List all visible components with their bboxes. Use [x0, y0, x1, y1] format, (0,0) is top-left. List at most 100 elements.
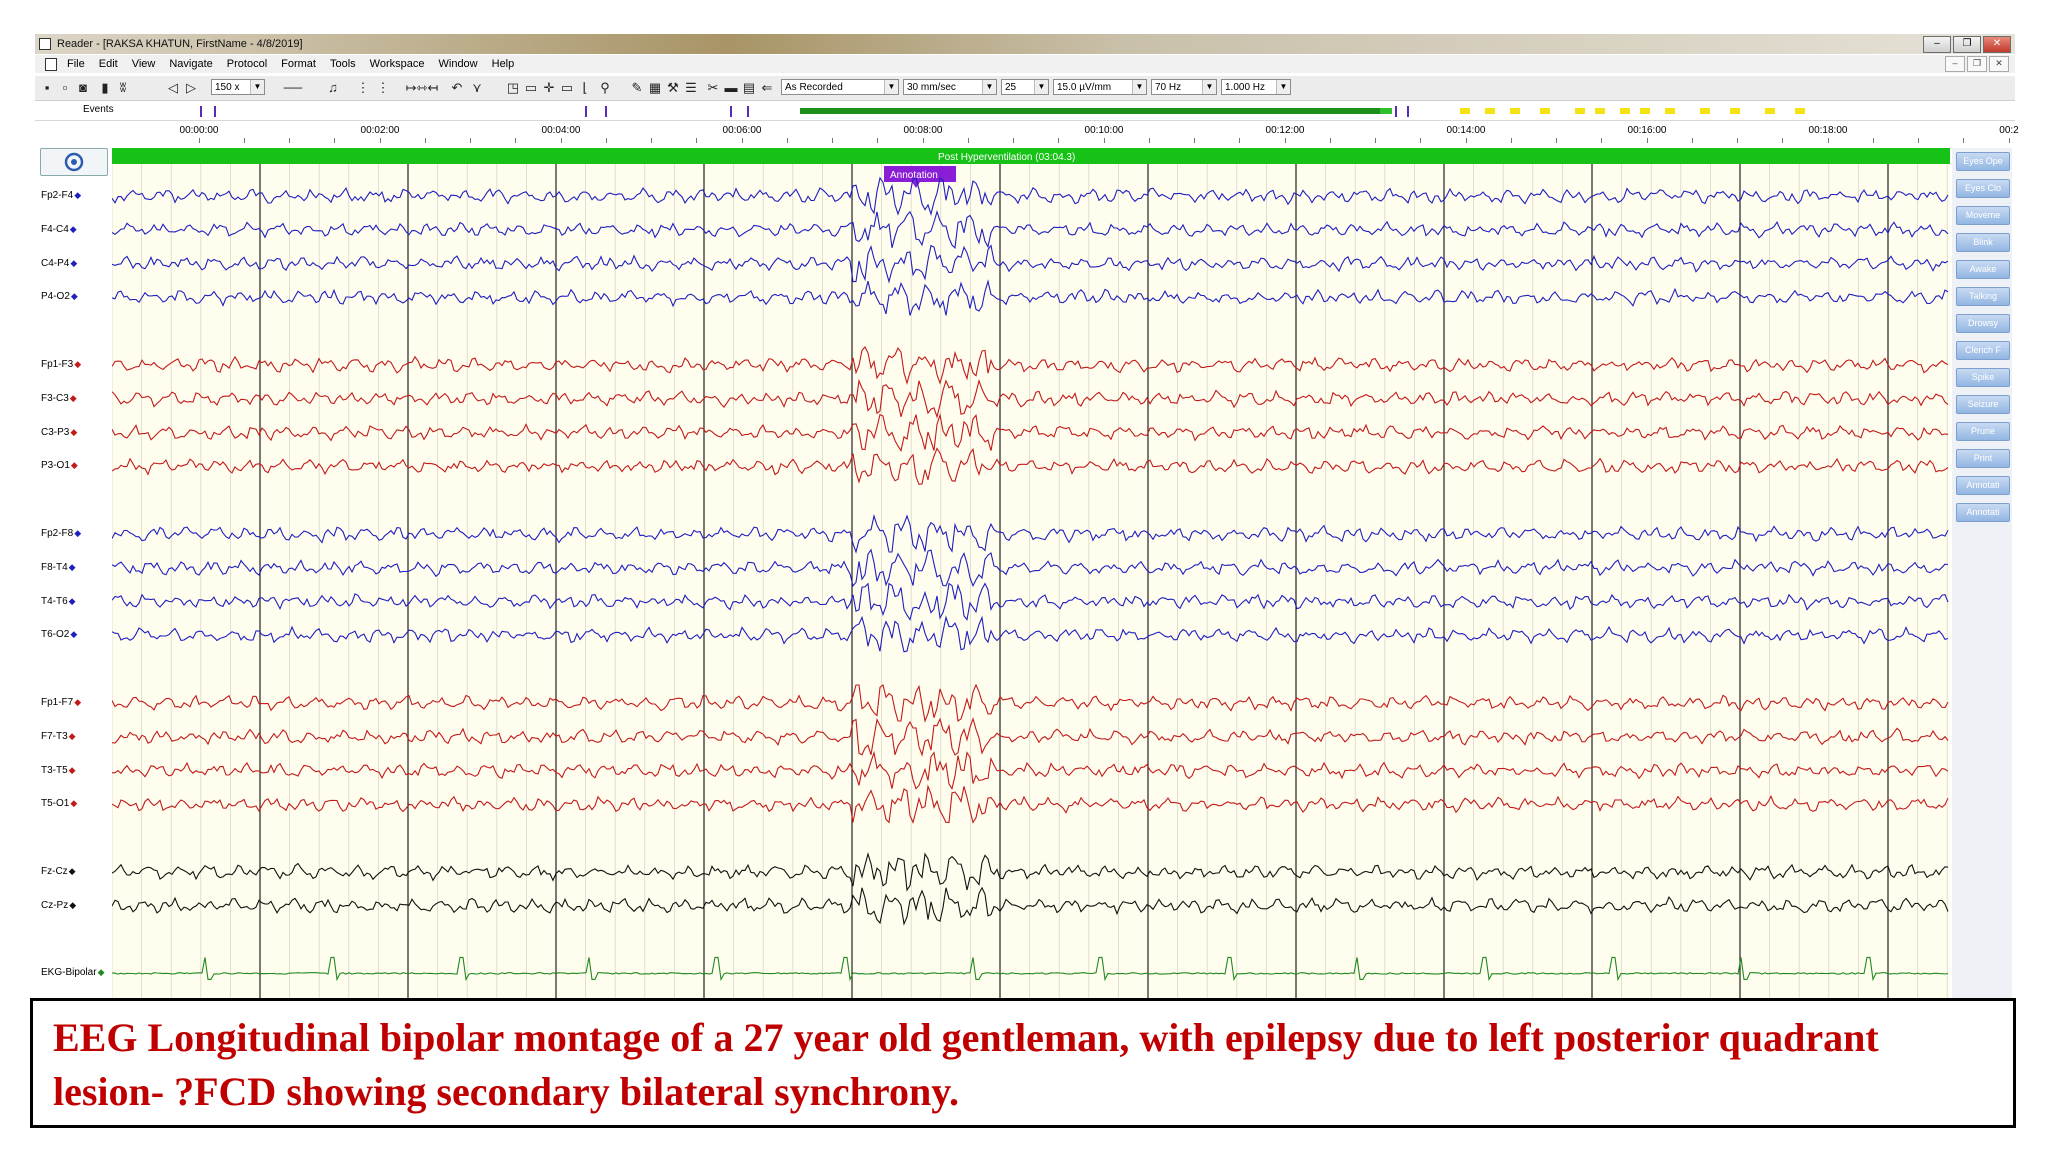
- channel-label-f4-c4[interactable]: F4-C4◆: [41, 224, 77, 235]
- event-button[interactable]: Moveme: [1956, 206, 2010, 225]
- page-back-icon[interactable]: ◁: [168, 79, 178, 95]
- event-button[interactable]: Drowsy: [1956, 314, 2010, 333]
- channel-label-f8-t4[interactable]: F8-T4◆: [41, 562, 76, 573]
- camera-icon[interactable]: ◙: [79, 80, 87, 95]
- mdi-controls: – ❐ ✕: [1945, 56, 2009, 72]
- channel-label-t3-t5[interactable]: T3-T5◆: [41, 765, 76, 776]
- save-icon[interactable]: ▪: [44, 80, 50, 95]
- scissors-icon[interactable]: ✂: [707, 79, 719, 95]
- region-icon[interactable]: ◳: [506, 79, 520, 95]
- channel-label-c4-p4[interactable]: C4-P4◆: [41, 258, 77, 269]
- channel-label-t5-o1[interactable]: T5-O1◆: [41, 798, 77, 809]
- high-filter-select[interactable]: 70 Hz ▼: [1151, 79, 1217, 95]
- menu-item-edit[interactable]: Edit: [98, 58, 118, 70]
- time-tick-mark: [1873, 138, 1874, 143]
- rectangle-icon[interactable]: ▭: [524, 79, 538, 95]
- channel-label-text: T4-T6: [41, 595, 68, 607]
- eeg-trace-area[interactable]: Post Hyperventilation (03:04.3) Annotati…: [112, 148, 1950, 998]
- montage-button[interactable]: [40, 148, 108, 176]
- mdi-minimize-button[interactable]: –: [1945, 56, 1965, 72]
- menu-item-window[interactable]: Window: [438, 58, 478, 70]
- close-button[interactable]: ✕: [1983, 36, 2011, 53]
- event-button[interactable]: Clench F: [1956, 341, 2010, 360]
- vertical-cursor-2-icon[interactable]: ⋮: [376, 79, 390, 95]
- event-button[interactable]: Talking: [1956, 287, 2010, 306]
- low-filter-select[interactable]: 1.000 Hz ▼: [1221, 79, 1291, 95]
- menu-item-format[interactable]: Format: [281, 58, 316, 70]
- grid-icon[interactable]: ▦: [648, 79, 662, 95]
- tool-icon[interactable]: ✎: [631, 79, 643, 95]
- menu-item-help[interactable]: Help: [491, 58, 515, 70]
- channel-label-c3-p3[interactable]: C3-P3◆: [41, 427, 77, 438]
- horizontal-measure-icon[interactable]: ↦⇿↤: [405, 79, 439, 95]
- event-button[interactable]: Seizure: [1956, 395, 2010, 414]
- channel-label-fp2-f4[interactable]: Fp2-F4◆: [41, 190, 81, 201]
- event-marker-highlight: [1510, 108, 1520, 114]
- channel-label-t6-o2[interactable]: T6-O2◆: [41, 629, 77, 640]
- edit-icon[interactable]: ▤: [742, 79, 756, 95]
- montage-select[interactable]: As Recorded ▼: [781, 79, 899, 95]
- channel-label-t4-t6[interactable]: T4-T6◆: [41, 596, 76, 607]
- sensitivity-select[interactable]: 15.0 µV/mm ▼: [1053, 79, 1147, 95]
- channel-label-p3-o1[interactable]: P3-O1◆: [41, 460, 78, 471]
- mdi-restore-button[interactable]: ❐: [1967, 56, 1987, 72]
- menu-item-file[interactable]: File: [67, 58, 85, 70]
- vertical-cursor-icon[interactable]: ⋮: [356, 79, 370, 95]
- event-marker-highlight: [1665, 108, 1675, 114]
- event-marker-highlight: [1730, 108, 1740, 114]
- channel-label-text: C3-P3: [41, 426, 70, 438]
- clapper-icon[interactable]: ▬: [724, 80, 738, 95]
- event-button[interactable]: Awake: [1956, 260, 2010, 279]
- channel-label-f3-c3[interactable]: F3-C3◆: [41, 393, 77, 404]
- ratio-select[interactable]: 25 ▼: [1001, 79, 1049, 95]
- restore-button[interactable]: ❐: [1953, 36, 1981, 53]
- time-tick-mark: [742, 138, 743, 143]
- channel-label-fz-cz[interactable]: Fz-Cz◆: [41, 866, 76, 877]
- channel-label-fp1-f3[interactable]: Fp1-F3◆: [41, 359, 81, 370]
- search-icon[interactable]: ⚲: [600, 79, 610, 95]
- baseline-icon[interactable]: ⌊: [582, 79, 588, 95]
- event-button[interactable]: Print: [1956, 449, 2010, 468]
- channel-label-p4-o2[interactable]: P4-O2◆: [41, 291, 78, 302]
- channel-label-ekg-bipolar[interactable]: EKG-Bipolar◆: [41, 967, 105, 978]
- channel-color-icon: ◆: [97, 967, 105, 978]
- minimize-button[interactable]: –: [1923, 36, 1951, 53]
- filter-icon[interactable]: ⋎: [472, 79, 482, 95]
- channel-label-fp2-f8[interactable]: Fp2-F8◆: [41, 528, 81, 539]
- paper-speed-select[interactable]: 30 mm/sec ▼: [903, 79, 997, 95]
- time-axis[interactable]: 00:00:00 00:02:00 00:04:00 00:06:00 00:08:00…: [35, 121, 2019, 143]
- crosshair-icon[interactable]: ✛: [543, 79, 555, 95]
- event-button[interactable]: Annotati: [1956, 476, 2010, 495]
- menu-item-workspace[interactable]: Workspace: [369, 58, 425, 70]
- channel-label-cz-pz[interactable]: Cz-Pz◆: [41, 900, 76, 911]
- print-icon[interactable]: ▫: [62, 80, 68, 95]
- menu-item-navigate[interactable]: Navigate: [169, 58, 213, 70]
- menu-item-view[interactable]: View: [131, 58, 156, 70]
- music-note-icon[interactable]: ♫: [328, 80, 338, 95]
- channel-label-f7-t3[interactable]: F7-T3◆: [41, 731, 76, 742]
- event-button[interactable]: Blink: [1956, 233, 2010, 252]
- event-marker-highlight: [1540, 108, 1550, 114]
- event-button[interactable]: Eyes Clo: [1956, 179, 2010, 198]
- event-button[interactable]: Spike: [1956, 368, 2010, 387]
- channel-label-text: C4-P4: [41, 257, 70, 269]
- channel-label-fp1-f7[interactable]: Fp1-F7◆: [41, 697, 81, 708]
- event-button[interactable]: Annotati: [1956, 503, 2010, 522]
- trash-icon[interactable]: ▮: [101, 79, 109, 95]
- page-forward-icon[interactable]: ▷: [186, 79, 196, 95]
- menu-item-tools[interactable]: Tools: [329, 58, 356, 70]
- channel-label-text: Fp2-F8: [41, 528, 74, 539]
- arrow-left-icon[interactable]: ⇐: [761, 79, 773, 95]
- event-button[interactable]: Eyes Ope: [1956, 152, 2010, 171]
- waveform-icon[interactable]: ʬ: [119, 80, 127, 95]
- event-button[interactable]: Prune: [1956, 422, 2010, 441]
- menu-item-protocol[interactable]: Protocol: [226, 58, 268, 70]
- zoom-select[interactable]: 150 x ▼: [211, 79, 265, 95]
- events-track[interactable]: [35, 102, 2015, 120]
- undo-icon[interactable]: ↶: [451, 79, 463, 95]
- wrench-icon[interactable]: ⚒: [667, 79, 679, 95]
- mdi-close-button[interactable]: ✕: [1989, 56, 2009, 72]
- document-list-icon[interactable]: ☰: [685, 79, 697, 95]
- bracket-icon[interactable]: ▭: [560, 79, 574, 95]
- line-icon[interactable]: ──: [283, 80, 303, 95]
